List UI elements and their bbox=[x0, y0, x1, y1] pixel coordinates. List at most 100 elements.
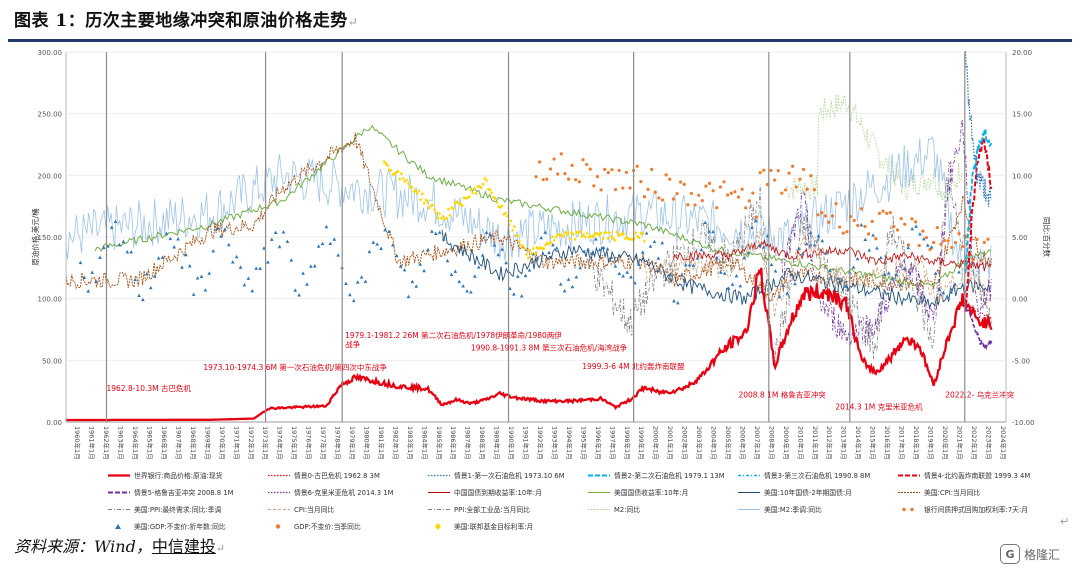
us-gdp-point bbox=[351, 298, 356, 303]
cn-gdp-point bbox=[606, 171, 610, 175]
fed-funds-point bbox=[585, 231, 589, 236]
fed-funds-point bbox=[471, 191, 475, 195]
us-gdp-point bbox=[722, 271, 727, 275]
event-label: 1990.8-1991.3 8M 第三次石油危机/海湾战争 bbox=[471, 342, 628, 352]
us-gdp-point bbox=[430, 229, 434, 233]
fed-funds-point bbox=[497, 204, 501, 209]
series-scenario5 bbox=[964, 303, 993, 352]
legend-label: PPI:全部工业品:当月同比 bbox=[454, 505, 530, 514]
legend-label: 银行间质押式回购加权利率:7天:月 bbox=[924, 505, 1028, 514]
legend-label: 情景6-克里米亚危机 2014.3 1M bbox=[294, 488, 394, 497]
us-gdp-point bbox=[562, 288, 567, 293]
us-gdp-point bbox=[383, 227, 387, 232]
fed-funds-point bbox=[587, 234, 591, 239]
fed-funds-point bbox=[417, 189, 421, 193]
fed-funds-point bbox=[488, 188, 492, 192]
cn-gdp-point bbox=[646, 187, 650, 191]
cn-gdp-point bbox=[552, 157, 556, 161]
us-gdp-point bbox=[160, 255, 165, 259]
x-tick-label: 2024年1月 bbox=[999, 426, 1008, 460]
fed-funds-point bbox=[523, 246, 527, 251]
fed-funds-point bbox=[392, 172, 397, 176]
us-gdp-point bbox=[863, 237, 868, 242]
cn-gdp-point bbox=[592, 184, 596, 188]
y-right-tick-label: 15.00 bbox=[1012, 111, 1032, 119]
fed-funds-point bbox=[478, 184, 482, 189]
us-gdp-point bbox=[816, 234, 821, 238]
x-tick-label: 1968年1月 bbox=[189, 426, 198, 460]
x-tick-label: 2021年1月 bbox=[955, 426, 964, 460]
fed-funds-point bbox=[514, 233, 518, 238]
us-gdp-point bbox=[570, 284, 575, 289]
fed-funds-point bbox=[627, 237, 631, 241]
series-scenario2 bbox=[964, 126, 993, 274]
fed-funds-point bbox=[386, 163, 390, 168]
x-tick-label: 2011年1月 bbox=[811, 426, 820, 460]
legend-label: 情景1-第一次石油危机 1973.10 6M bbox=[454, 471, 565, 480]
us-gdp-point bbox=[855, 256, 860, 261]
us-gdp-point bbox=[473, 274, 477, 278]
us-gdp-point bbox=[859, 222, 864, 227]
us-gdp-point bbox=[820, 238, 825, 243]
fed-funds-point bbox=[504, 211, 508, 215]
cn-gdp-point bbox=[675, 192, 679, 196]
us-gdp-point bbox=[426, 247, 430, 252]
fed-funds-point bbox=[510, 228, 515, 233]
us-gdp-point bbox=[555, 246, 559, 250]
us-gdp-point bbox=[371, 240, 376, 244]
fed-funds-point bbox=[410, 185, 414, 190]
fed-funds-point bbox=[608, 230, 612, 235]
fed-funds-point bbox=[564, 230, 568, 234]
us-gdp-point bbox=[637, 262, 641, 266]
fed-funds-point bbox=[425, 199, 430, 204]
us-gdp-point bbox=[379, 246, 383, 250]
us-gdp-point bbox=[547, 250, 551, 255]
fed-funds-point bbox=[408, 184, 412, 189]
us-gdp-point bbox=[726, 286, 731, 290]
us-gdp-point bbox=[176, 237, 180, 241]
fed-funds-point bbox=[472, 186, 476, 191]
cn-gdp-point bbox=[979, 258, 983, 263]
us-gdp-point bbox=[133, 277, 137, 282]
cn-gdp-point bbox=[910, 217, 914, 221]
legend-marker bbox=[115, 524, 121, 529]
us-gdp-point bbox=[730, 282, 735, 286]
us-gdp-point bbox=[301, 271, 305, 275]
us-gdp-point bbox=[367, 249, 372, 254]
fed-funds-point bbox=[590, 234, 594, 239]
fed-funds-point bbox=[528, 248, 532, 253]
cn-gdp-point bbox=[924, 235, 929, 240]
us-gdp-point bbox=[297, 293, 301, 297]
us-gdp-point bbox=[164, 231, 169, 235]
y-right-tick-label: 20.00 bbox=[1012, 49, 1032, 57]
us-gdp-point bbox=[359, 275, 364, 279]
us-gdp-point bbox=[515, 274, 520, 278]
cn-gdp-point bbox=[722, 180, 726, 184]
us-gdp-point bbox=[375, 242, 380, 246]
fed-funds-point bbox=[583, 235, 588, 239]
us-gdp-point bbox=[597, 247, 602, 252]
x-tick-label: 2018年1月 bbox=[912, 426, 921, 460]
x-tick-label: 2004年1月 bbox=[710, 426, 719, 460]
fed-funds-point bbox=[445, 216, 449, 220]
cn-gdp-point bbox=[610, 168, 614, 172]
us-gdp-point bbox=[582, 249, 586, 254]
us-gdp-point bbox=[925, 243, 930, 247]
us-gdp-point bbox=[457, 279, 462, 284]
cn-gdp-point bbox=[787, 171, 791, 175]
fed-funds-point bbox=[460, 203, 464, 208]
us-gdp-point bbox=[90, 270, 94, 274]
us-gdp-point bbox=[640, 250, 645, 254]
fed-funds-point bbox=[596, 232, 600, 236]
x-tick-label: 1961年1月 bbox=[88, 426, 97, 460]
x-tick-label: 2009年1月 bbox=[782, 426, 791, 460]
fed-funds-point bbox=[552, 238, 556, 243]
fed-funds-point bbox=[563, 231, 567, 235]
us-gdp-point bbox=[898, 283, 903, 287]
y-right-tick-label: 0.00 bbox=[1012, 296, 1028, 304]
y-left-tick-label: 200.00 bbox=[38, 172, 63, 180]
event-label: 1999.3-6 4M 北约轰炸南联盟 bbox=[582, 361, 685, 371]
fed-funds-point bbox=[549, 240, 553, 245]
fed-funds-point bbox=[602, 230, 607, 235]
x-tick-label: 1964年1月 bbox=[131, 426, 140, 460]
